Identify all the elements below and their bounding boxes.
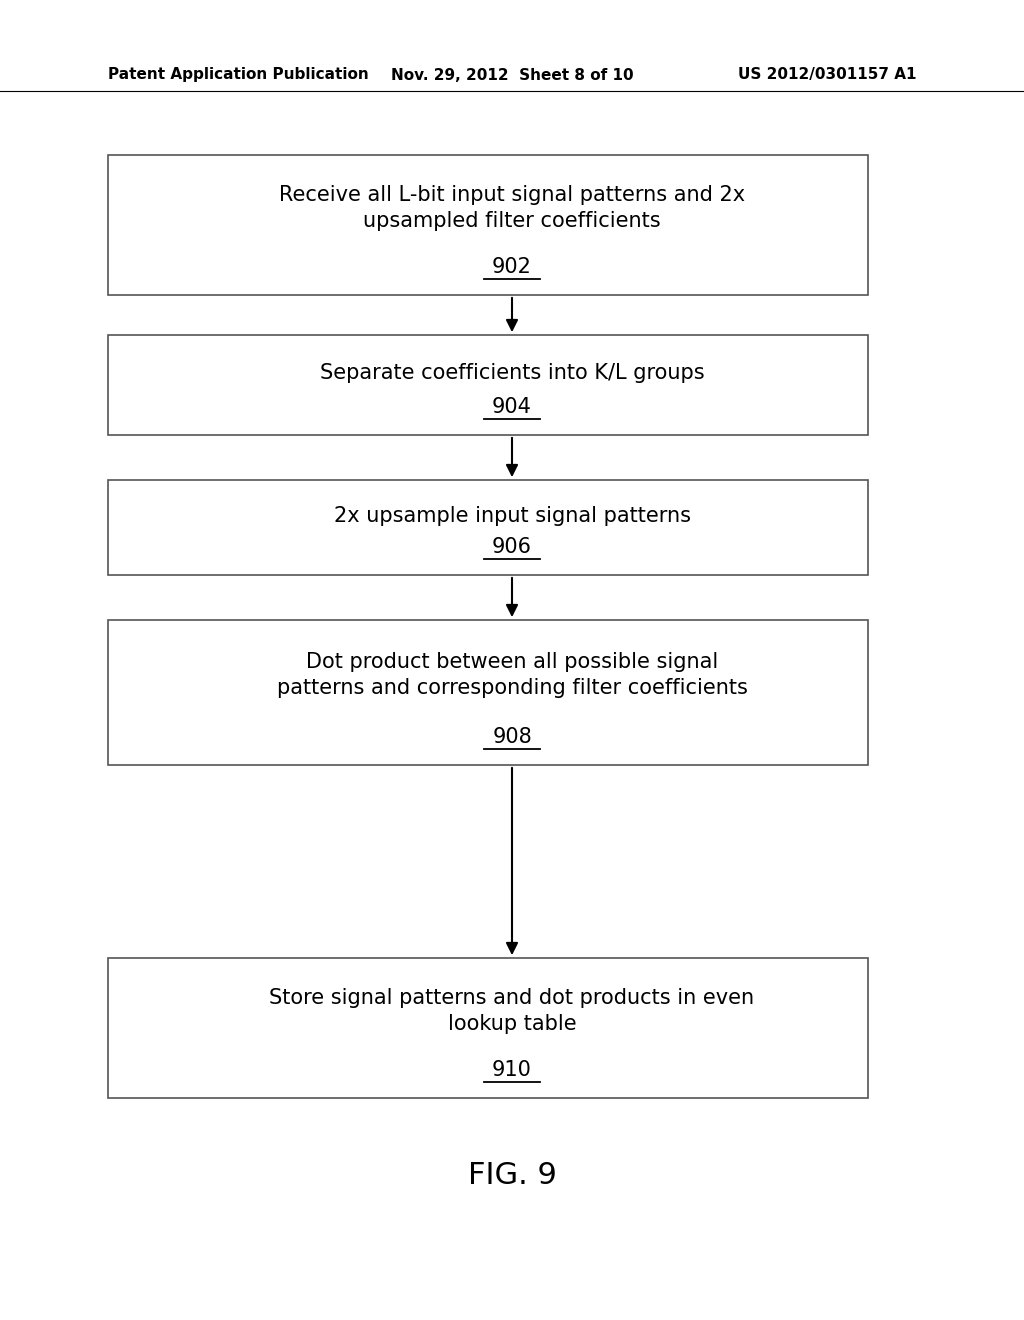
Bar <box>108 480 868 576</box>
Text: Dot product between all possible signal
patterns and corresponding filter coeffi: Dot product between all possible signal … <box>276 652 748 698</box>
Text: 904: 904 <box>493 397 531 417</box>
Bar <box>108 620 868 766</box>
Text: Separate coefficients into K/L groups: Separate coefficients into K/L groups <box>319 363 705 383</box>
Text: US 2012/0301157 A1: US 2012/0301157 A1 <box>737 67 916 82</box>
Text: Store signal patterns and dot products in even
lookup table: Store signal patterns and dot products i… <box>269 987 755 1035</box>
Bar <box>108 154 868 294</box>
Text: Patent Application Publication: Patent Application Publication <box>108 67 369 82</box>
Text: 906: 906 <box>492 537 532 557</box>
Text: Receive all L-bit input signal patterns and 2x
upsampled filter coefficients: Receive all L-bit input signal patterns … <box>279 185 745 231</box>
Text: FIG. 9: FIG. 9 <box>468 1160 556 1189</box>
Text: 2x upsample input signal patterns: 2x upsample input signal patterns <box>334 506 690 527</box>
Text: 910: 910 <box>493 1060 531 1080</box>
Bar <box>108 335 868 436</box>
Bar <box>108 958 868 1098</box>
Text: Nov. 29, 2012  Sheet 8 of 10: Nov. 29, 2012 Sheet 8 of 10 <box>391 67 633 82</box>
Text: 908: 908 <box>493 727 531 747</box>
Text: 902: 902 <box>493 257 531 277</box>
